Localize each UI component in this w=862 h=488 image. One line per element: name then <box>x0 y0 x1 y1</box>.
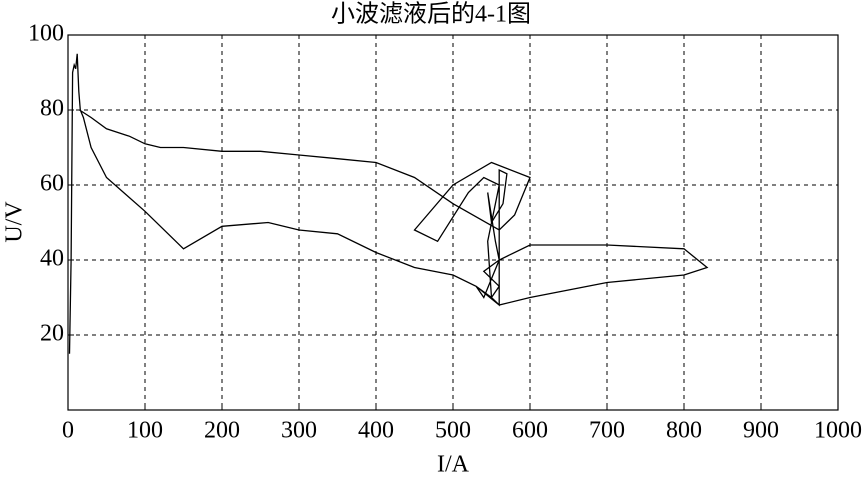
chart-title: 小波滤液后的4-1图 <box>331 1 531 28</box>
y-axis-label: U/V <box>2 201 28 243</box>
y-tick-label: 60 <box>40 171 64 197</box>
y-tick-label: 100 <box>28 21 64 47</box>
y-tick-label: 80 <box>40 96 64 122</box>
x-axis-label: I/A <box>437 452 470 478</box>
x-tick-label: 900 <box>743 418 779 444</box>
y-tick-label: 40 <box>40 246 64 272</box>
x-tick-label: 200 <box>204 418 240 444</box>
data-line <box>68 53 709 354</box>
x-tick-label: 500 <box>435 418 471 444</box>
x-tick-label: 800 <box>666 418 702 444</box>
x-tick-label: 100 <box>127 418 163 444</box>
x-tick-label: 700 <box>589 418 625 444</box>
x-tick-label: 1000 <box>814 418 862 444</box>
x-tick-label: 600 <box>512 418 548 444</box>
x-tick-label: 400 <box>358 418 394 444</box>
x-tick-label: 300 <box>281 418 317 444</box>
y-tick-label: 20 <box>40 321 64 347</box>
x-tick-label: 0 <box>62 418 74 444</box>
